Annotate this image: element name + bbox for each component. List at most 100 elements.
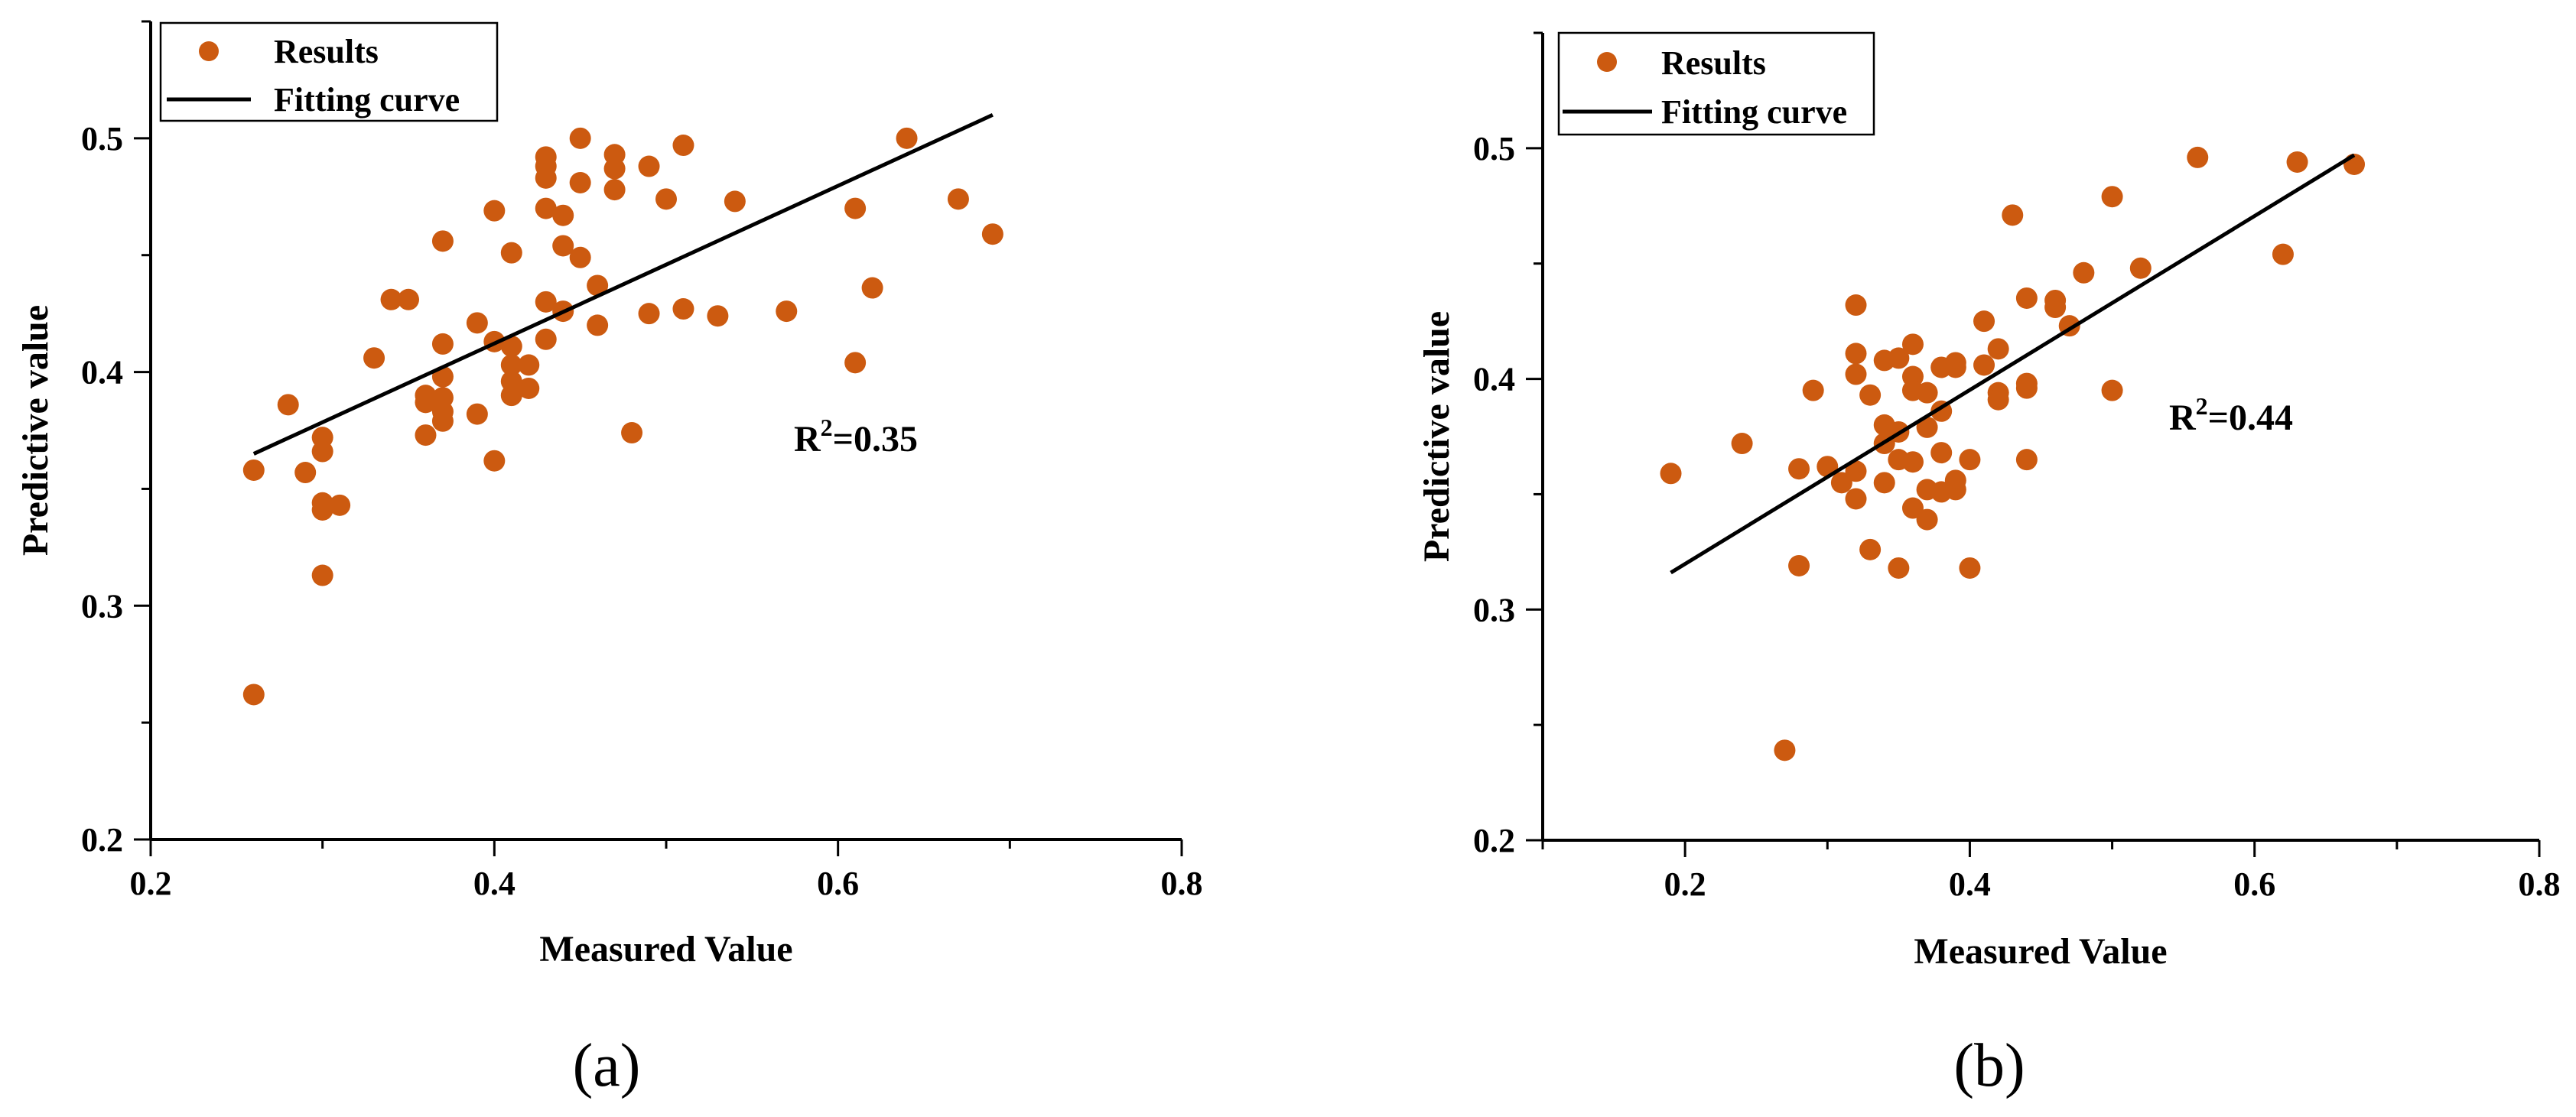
data-point xyxy=(603,157,626,180)
data-point xyxy=(2073,261,2095,284)
data-point xyxy=(569,246,591,268)
data-point xyxy=(947,188,969,210)
legend-point-marker-a xyxy=(199,41,219,61)
panel-a: 0.2 0.4 0.6 0.80.20.30.40.5 Measured Value … xyxy=(15,20,1203,1099)
data-point xyxy=(1788,554,1810,576)
data-point xyxy=(535,167,557,189)
data-point xyxy=(1845,294,1867,317)
panel-label-b: (b) xyxy=(1953,1032,2025,1099)
data-point xyxy=(2272,243,2294,265)
data-points-a xyxy=(242,127,1003,706)
legend-box-a xyxy=(159,21,499,122)
y-tick-label: 0.4 xyxy=(1473,361,1515,398)
data-point xyxy=(1973,310,1995,333)
data-point xyxy=(2101,186,2123,208)
data-point xyxy=(294,462,317,484)
data-points-b xyxy=(1660,146,2366,761)
data-point xyxy=(466,403,488,425)
data-point xyxy=(1845,488,1867,510)
data-point xyxy=(1987,338,2009,360)
y-tick-label: 0.2 xyxy=(81,821,123,859)
data-point xyxy=(2101,379,2123,401)
data-point xyxy=(2015,377,2038,399)
x-tick-label: 0.2 xyxy=(130,865,172,902)
data-point xyxy=(518,377,540,399)
data-point xyxy=(896,127,918,149)
data-point xyxy=(844,197,867,219)
r2-base-a: R xyxy=(794,419,821,459)
data-point xyxy=(1944,356,1966,378)
data-point xyxy=(603,179,626,201)
data-point xyxy=(2015,449,2038,471)
data-point xyxy=(2129,257,2152,279)
panel-label-a: (a) xyxy=(573,1032,641,1099)
data-point xyxy=(569,127,591,149)
r2-superscript-b: 2 xyxy=(2196,392,2208,420)
data-point xyxy=(1901,451,1924,473)
x-tick-label: 0.6 xyxy=(2233,865,2275,903)
data-point xyxy=(500,242,522,264)
x-tick-label: 0.4 xyxy=(473,865,516,902)
y-axis-label-b: Predictive value xyxy=(1416,311,1457,562)
x-axis-label-b: Measured Value xyxy=(1914,931,2167,972)
r-squared-annotation-b: R2=0.44 xyxy=(2169,392,2293,438)
data-point xyxy=(466,312,488,334)
data-point xyxy=(587,274,609,297)
data-point xyxy=(1859,384,1882,406)
data-point xyxy=(1987,388,2009,411)
y-tick-label: 0.3 xyxy=(81,587,123,625)
data-point xyxy=(431,333,454,355)
data-point xyxy=(1774,739,1796,761)
r2-superscript-a: 2 xyxy=(821,414,833,441)
data-point xyxy=(2002,204,2024,226)
data-point xyxy=(1845,343,1867,365)
data-point xyxy=(431,410,454,432)
data-point xyxy=(672,298,694,320)
data-point xyxy=(500,354,522,376)
data-point xyxy=(1845,460,1867,482)
data-point xyxy=(2286,151,2308,173)
data-point xyxy=(535,328,557,350)
data-point xyxy=(2187,146,2209,168)
data-point xyxy=(1959,557,1981,579)
data-point xyxy=(535,291,557,313)
legend-point-marker-b xyxy=(1597,52,1617,72)
data-point xyxy=(1845,363,1867,385)
data-point xyxy=(1944,479,1966,501)
y-tick-label: 0.3 xyxy=(1473,591,1515,628)
legend-results-label-a: Results xyxy=(274,33,379,70)
data-point xyxy=(1888,557,1910,579)
y-tick-label: 0.2 xyxy=(1473,822,1515,859)
data-point xyxy=(844,352,867,374)
data-point xyxy=(415,424,437,446)
data-point xyxy=(380,288,402,310)
legend-results-label-b: Results xyxy=(1661,44,1766,82)
data-point xyxy=(518,354,540,376)
legend-b: Results Fitting curve xyxy=(1557,31,1875,136)
data-point xyxy=(1888,347,1910,369)
data-point xyxy=(242,459,265,481)
data-point xyxy=(672,135,694,157)
y-tick-label: 0.5 xyxy=(81,120,123,157)
data-point xyxy=(398,288,419,310)
data-point xyxy=(569,171,591,193)
data-point xyxy=(1901,333,1924,356)
data-point xyxy=(1930,442,1953,464)
data-point xyxy=(638,303,660,325)
legend-fitting-curve-label-a: Fitting curve xyxy=(274,81,460,119)
legend-fitting-curve-label-b: Fitting curve xyxy=(1661,93,1847,131)
data-point xyxy=(1802,379,1824,401)
x-tick-label: 0.8 xyxy=(2519,865,2561,903)
data-point xyxy=(535,197,557,219)
x-tick-label: 0.2 xyxy=(1664,865,1706,903)
data-point xyxy=(1830,472,1852,494)
tick-labels-b: 0.2 0.4 0.6 0.8 0.2 0.3 0.4 0.5 xyxy=(1473,130,2561,903)
legend-a: Results Fitting curve xyxy=(159,21,499,122)
data-point xyxy=(415,391,437,414)
data-point xyxy=(1901,497,1924,519)
data-point xyxy=(1973,354,1995,376)
data-point xyxy=(2044,297,2067,319)
r2-base-b: R xyxy=(2169,398,2197,438)
ticks-b xyxy=(1526,31,2541,857)
